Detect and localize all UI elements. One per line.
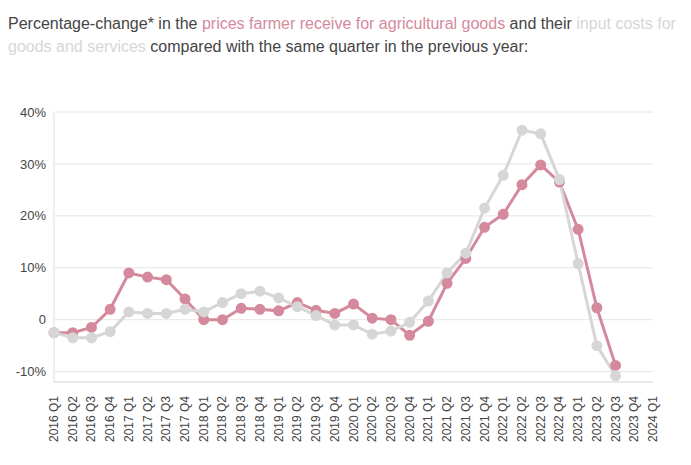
svg-text:2018 Q4: 2018 Q4	[253, 396, 267, 442]
svg-text:2021 Q4: 2021 Q4	[478, 396, 492, 442]
svg-text:30%: 30%	[20, 157, 46, 172]
svg-text:2023 Q3: 2023 Q3	[609, 396, 623, 442]
svg-text:2016 Q4: 2016 Q4	[103, 396, 117, 442]
svg-text:2022 Q2: 2022 Q2	[515, 396, 529, 442]
svg-text:2020 Q2: 2020 Q2	[365, 396, 379, 442]
svg-text:2017 Q4: 2017 Q4	[178, 396, 192, 442]
svg-text:2020 Q1: 2020 Q1	[347, 396, 361, 442]
svg-text:20%: 20%	[20, 208, 46, 223]
svg-text:2021 Q2: 2021 Q2	[440, 396, 454, 442]
svg-text:2023 Q2: 2023 Q2	[590, 396, 604, 442]
svg-text:0: 0	[39, 312, 46, 327]
svg-text:2017 Q3: 2017 Q3	[159, 396, 173, 442]
svg-text:2016 Q3: 2016 Q3	[84, 396, 98, 442]
svg-text:2022 Q4: 2022 Q4	[552, 396, 566, 442]
svg-text:2016 Q1: 2016 Q1	[47, 396, 61, 442]
svg-text:2020 Q3: 2020 Q3	[384, 396, 398, 442]
svg-text:2021 Q3: 2021 Q3	[459, 396, 473, 442]
svg-text:2024 Q1: 2024 Q1	[646, 396, 660, 442]
svg-text:2016 Q2: 2016 Q2	[66, 396, 80, 442]
svg-text:2021 Q1: 2021 Q1	[421, 396, 435, 442]
svg-text:2019 Q4: 2019 Q4	[328, 396, 342, 442]
svg-text:-10%: -10%	[16, 364, 47, 379]
svg-text:2019 Q3: 2019 Q3	[309, 396, 323, 442]
svg-text:2022 Q3: 2022 Q3	[534, 396, 548, 442]
svg-text:2022 Q1: 2022 Q1	[496, 396, 510, 442]
svg-text:2018 Q2: 2018 Q2	[215, 396, 229, 442]
svg-text:2023 Q1: 2023 Q1	[571, 396, 585, 442]
svg-text:2020 Q4: 2020 Q4	[403, 396, 417, 442]
svg-text:2017 Q1: 2017 Q1	[122, 396, 136, 442]
svg-text:2019 Q1: 2019 Q1	[272, 396, 286, 442]
svg-text:2023 Q4: 2023 Q4	[627, 396, 641, 442]
svg-text:40%: 40%	[20, 105, 46, 120]
svg-text:10%: 10%	[20, 260, 46, 275]
svg-text:2019 Q2: 2019 Q2	[290, 396, 304, 442]
svg-text:2017 Q2: 2017 Q2	[141, 396, 155, 442]
svg-text:2018 Q3: 2018 Q3	[234, 396, 248, 442]
html-text:Percentage-change* in the pric: Percentage-change* in the prices farmer …	[8, 15, 676, 55]
svg-text:2018 Q1: 2018 Q1	[197, 396, 211, 442]
